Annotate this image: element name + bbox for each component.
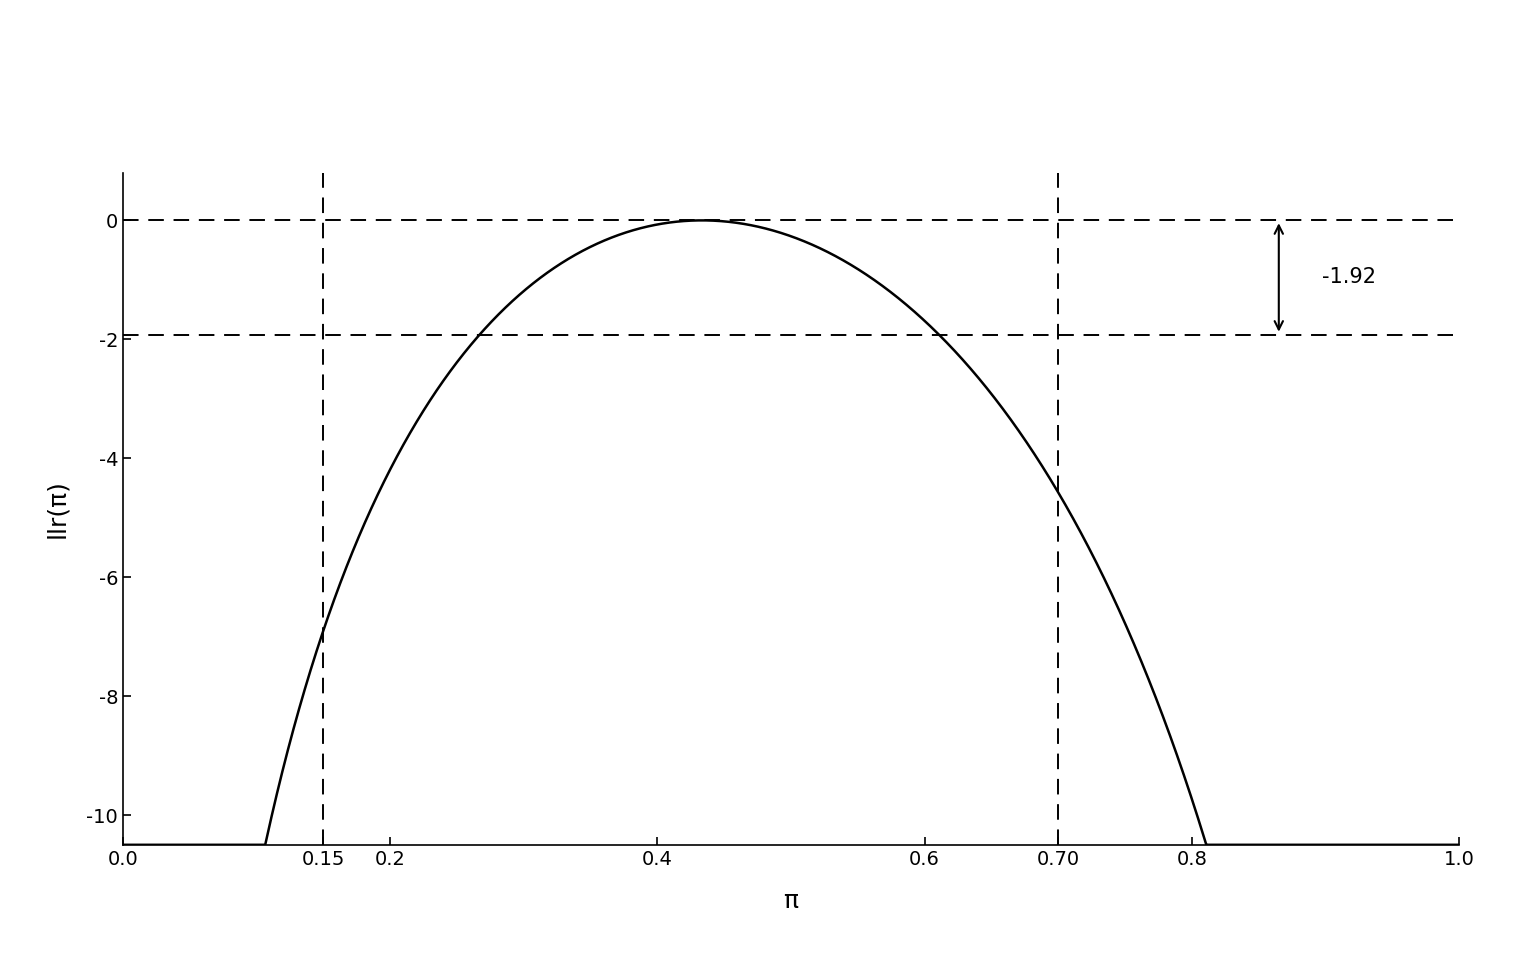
X-axis label: π: π — [783, 890, 799, 914]
Y-axis label: llr(π): llr(π) — [46, 479, 69, 539]
Text: -1.92: -1.92 — [1321, 268, 1376, 287]
